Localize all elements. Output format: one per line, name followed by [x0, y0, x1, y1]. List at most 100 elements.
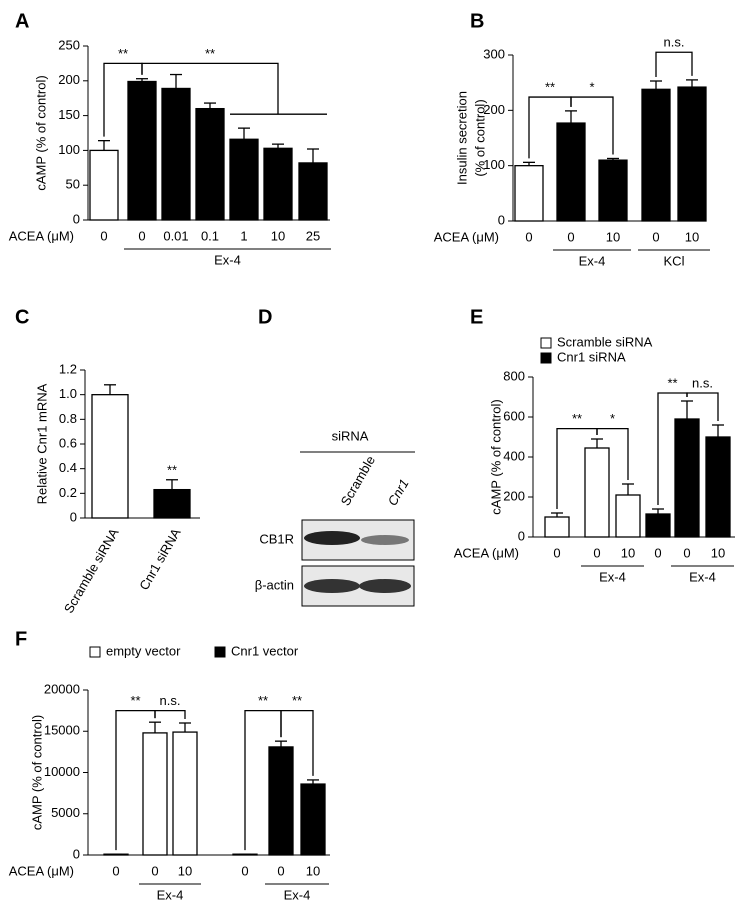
y-tick-label: 0.6: [59, 435, 77, 450]
annotation: **: [130, 693, 140, 708]
row-label: β-actin: [255, 577, 294, 592]
group-label: Ex-4: [284, 887, 311, 902]
x-tick-label: 1: [240, 228, 247, 243]
y-tick-label: 0.4: [59, 460, 77, 475]
y-tick-label: 1.0: [59, 386, 77, 401]
bar: [127, 80, 157, 221]
bar: [514, 165, 544, 222]
y-tick-label: 0.2: [59, 485, 77, 500]
y-tick-label: 400: [503, 448, 525, 463]
panel-letter: D: [258, 306, 272, 328]
y-tick-label: 0: [73, 211, 80, 226]
y-axis-label: (% of control): [472, 99, 487, 176]
x-tick-label: 0: [567, 229, 574, 244]
annotation: *: [610, 411, 615, 426]
legend-label: Cnr1 vector: [231, 643, 299, 658]
annotation: **: [572, 411, 582, 426]
y-axis-label: Relative Cnr1 mRNA: [34, 383, 49, 504]
y-tick-label: 10000: [44, 764, 80, 779]
x-tick-label: 10: [271, 228, 285, 243]
x-tick-label: 0: [593, 545, 600, 560]
annotation: n.s.: [692, 375, 713, 390]
bar: [142, 732, 168, 856]
significance-bracket: [686, 392, 719, 421]
y-tick-label: 0.8: [59, 411, 77, 426]
group-label: Ex-4: [599, 569, 626, 584]
significance-bracket: [655, 51, 693, 78]
row-label: CB1R: [259, 531, 294, 546]
x-tick-label: 0: [525, 229, 532, 244]
x-tick-label: 10: [606, 229, 620, 244]
panel-letter: A: [15, 10, 29, 32]
legend-swatch: [540, 352, 552, 364]
x-tick-label: 0: [683, 545, 690, 560]
x-tick-label: 10: [711, 545, 725, 560]
band: [304, 531, 360, 545]
y-tick-label: 800: [503, 368, 525, 383]
annotation: **: [167, 463, 177, 478]
x-tick-label: 10: [621, 545, 635, 560]
x-tick-label: 0: [277, 863, 284, 878]
bar: [232, 853, 258, 856]
y-tick-label: 50: [66, 177, 80, 192]
annotation: **: [545, 79, 555, 94]
legend-label: Scramble siRNA: [557, 334, 653, 349]
panel-letter: C: [15, 306, 29, 328]
y-tick-label: 0: [70, 509, 77, 524]
legend-swatch: [214, 646, 226, 658]
bar: [298, 162, 328, 221]
x-axis-label: ACEA (μM): [454, 545, 519, 560]
y-tick-label: 200: [503, 488, 525, 503]
bar: [89, 149, 119, 221]
x-tick-label: 10: [178, 863, 192, 878]
bar: [584, 447, 610, 538]
annotation: n.s.: [160, 693, 181, 708]
y-tick-label: 100: [483, 157, 505, 172]
x-axis-label: ACEA (μM): [9, 863, 74, 878]
bar: [229, 138, 259, 221]
bar: [677, 86, 707, 222]
x-tick-label: 0: [151, 863, 158, 878]
legend-swatch: [89, 646, 101, 658]
y-axis-label: cAMP (% of control): [33, 75, 48, 190]
y-axis-label: cAMP (% of control): [488, 399, 503, 514]
bar: [195, 107, 225, 221]
x-tick-label: 10: [685, 229, 699, 244]
bar: [641, 88, 671, 222]
x-axis-label: ACEA (μM): [434, 229, 499, 244]
bar: [615, 494, 641, 538]
y-tick-label: 600: [503, 408, 525, 423]
bar: [544, 516, 570, 538]
annotation: **: [292, 693, 302, 708]
group-label: Ex-4: [214, 252, 241, 267]
bar: [161, 87, 191, 221]
x-tick-label: 0.1: [201, 228, 219, 243]
group-label: Ex-4: [579, 253, 606, 268]
y-tick-label: 200: [483, 102, 505, 117]
bar: [91, 394, 129, 519]
panel-letter: E: [470, 306, 483, 328]
y-tick-label: 5000: [51, 805, 80, 820]
x-tick-label: 10: [306, 863, 320, 878]
significance-bracket: [570, 96, 614, 155]
bar: [300, 783, 326, 856]
x-tick-label: 0: [100, 228, 107, 243]
annotation: **: [205, 46, 215, 61]
x-tick-label: 0: [553, 545, 560, 560]
y-tick-label: 250: [58, 37, 80, 52]
x-tick-label: 0: [138, 228, 145, 243]
bar: [556, 122, 586, 222]
legend-swatch: [540, 337, 552, 349]
significance-bracket: [596, 427, 629, 480]
band: [304, 579, 360, 593]
bar: [645, 513, 671, 538]
bar: [263, 147, 293, 221]
y-tick-label: 100: [58, 142, 80, 157]
y-tick-label: 0: [518, 528, 525, 543]
y-tick-label: 15000: [44, 723, 80, 738]
annotation: *: [589, 79, 594, 94]
y-tick-label: 0: [498, 212, 505, 227]
bar: [674, 418, 700, 538]
